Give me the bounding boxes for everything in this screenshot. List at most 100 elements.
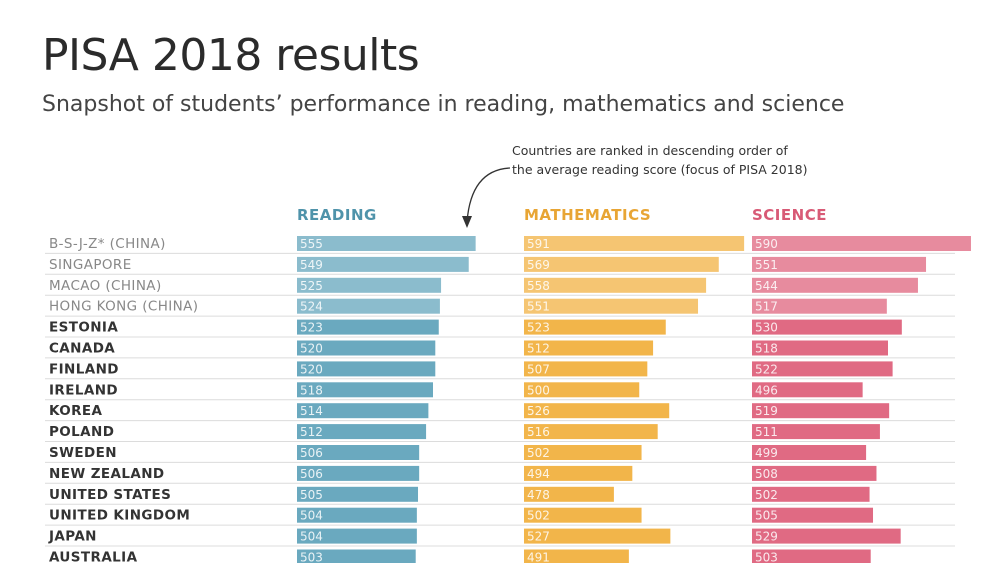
science-bar [752,528,901,544]
mathematics-value-label: 502 [527,509,550,523]
science-bar [752,340,888,356]
reading-bar [297,277,442,293]
country-label: JAPAN [48,529,97,545]
reading-value-label: 512 [300,425,323,439]
ranking-note-line-2: the average reading score (focus of PISA… [512,162,808,177]
reading-bar [297,465,420,481]
mathematics-value-label: 551 [527,300,550,314]
mathematics-bar [524,445,642,460]
reading-value-label: 503 [300,551,323,563]
reading-value-label: 505 [300,488,323,502]
mathematics-value-label: 526 [527,404,550,418]
mathematics-value-label: 478 [527,488,550,502]
country-label: UNITED STATES [49,487,171,503]
country-label: POLAND [49,424,114,440]
mathematics-value-label: 527 [527,530,550,544]
mathematics-bar [524,403,670,419]
science-bar [752,507,874,523]
mathematics-bar [524,382,640,398]
mathematics-bar [524,319,666,335]
mathematics-value-label: 523 [527,321,550,335]
reading-value-label: 549 [300,258,323,272]
mathematics-value-label: 500 [527,383,550,397]
mathematics-bar [524,507,642,523]
reading-value-label: 525 [300,279,323,293]
science-bar [752,486,870,502]
country-label: SINGAPORE [49,257,132,273]
mathematics-bar [524,486,614,502]
country-label: NEW ZEALAND [49,466,165,482]
country-label: CANADA [49,341,115,357]
science-bar [752,465,877,481]
mathematics-bar [524,256,719,272]
science-value-label: 502 [755,488,778,502]
reading-bar [297,507,417,523]
note-arrow-icon [462,167,511,228]
science-bar [752,256,927,272]
reading-value-label: 520 [300,362,323,376]
mathematics-value-label: 491 [527,551,550,563]
ranking-note-line-1: Countries are ranked in descending order… [512,143,788,158]
mathematics-column-header: MATHEMATICS [524,206,652,224]
country-label: KOREA [49,403,103,419]
science-bar [752,382,863,398]
science-value-label: 551 [755,258,778,272]
mathematics-value-label: 494 [527,467,550,481]
mathematics-bar [524,340,654,356]
reading-value-label: 514 [300,404,323,418]
reading-value-label: 524 [300,300,323,314]
reading-bar [297,298,440,314]
country-label: MACAO (CHINA) [49,278,162,294]
country-label: HONG KONG (CHINA) [49,299,198,315]
reading-bar [297,236,476,251]
mathematics-value-label: 516 [527,425,550,439]
country-label: SWEDEN [49,445,117,461]
mathematics-bar [524,361,648,377]
reading-value-label: 555 [300,237,323,251]
science-bar [752,236,971,251]
ranking-note: Countries are ranked in descending order… [512,141,807,179]
mathematics-bar [524,528,671,544]
reading-value-label: 504 [300,530,323,544]
mathematics-bar [524,236,745,251]
reading-bar [297,486,419,502]
reading-value-label: 520 [300,342,323,356]
reading-bar [297,528,417,544]
country-label: ESTONIA [49,320,118,336]
mathematics-bar [524,277,707,293]
chart-title: PISA 2018 results [42,30,420,81]
mathematics-value-label: 591 [527,237,550,251]
science-value-label: 519 [755,404,778,418]
science-column-header: SCIENCE [752,206,827,224]
science-bar [752,298,887,314]
science-value-label: 518 [755,342,778,356]
science-value-label: 503 [755,551,778,563]
reading-bar [297,445,420,460]
science-bar [752,424,880,440]
mathematics-value-label: 507 [527,362,550,376]
science-value-label: 508 [755,467,778,481]
science-value-label: 530 [755,321,778,335]
science-value-label: 499 [755,446,778,460]
science-value-label: 505 [755,509,778,523]
mathematics-value-label: 558 [527,279,550,293]
mathematics-bar [524,298,699,314]
science-bar [752,319,902,335]
reading-bar [297,361,436,377]
science-value-label: 590 [755,237,778,251]
reading-bar [297,424,427,440]
country-label: FINLAND [49,361,119,377]
science-value-label: 496 [755,383,778,397]
reading-value-label: 506 [300,467,323,481]
reading-value-label: 506 [300,446,323,460]
reading-bar [297,340,436,356]
mathematics-value-label: 502 [527,446,550,460]
reading-bar [297,319,439,335]
country-label: B-S-J-Z* (CHINA) [49,236,166,252]
science-value-label: 522 [755,362,778,376]
science-bar [752,361,893,377]
science-bar [752,549,871,563]
science-value-label: 544 [755,279,778,293]
science-value-label: 511 [755,425,778,439]
